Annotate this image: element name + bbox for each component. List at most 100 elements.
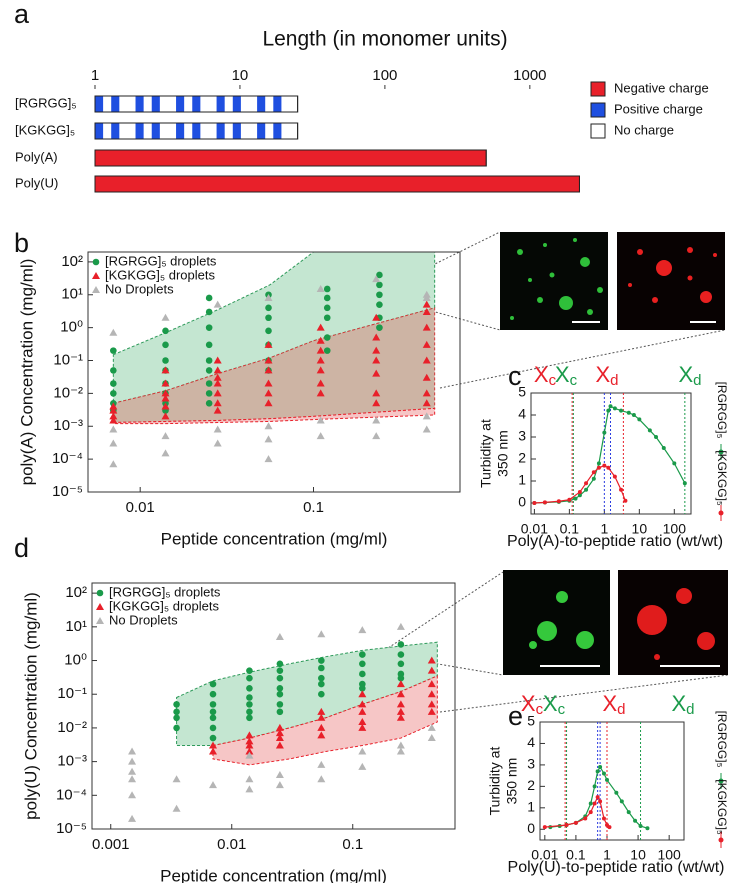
- panel-label: c: [508, 361, 522, 391]
- point: [109, 416, 118, 424]
- point: [645, 826, 650, 831]
- point: [162, 327, 169, 335]
- point: [542, 825, 547, 830]
- point: [372, 333, 381, 341]
- y-tick-label: 10⁻³: [53, 417, 83, 434]
- point: [173, 714, 180, 722]
- point: [619, 487, 624, 492]
- point: [162, 341, 169, 349]
- y-tick-label: 5: [527, 713, 535, 729]
- point: [246, 667, 253, 674]
- legend-marker: [92, 258, 100, 266]
- legend-label: [RGRGG]₅: [715, 382, 729, 439]
- y-tick-label: 10¹: [65, 618, 87, 635]
- droplets: [628, 247, 717, 303]
- point: [209, 741, 217, 749]
- y-axis-label: 350 nm: [504, 758, 520, 805]
- point: [205, 390, 213, 397]
- y-axis-label: Turbidity at: [478, 419, 494, 488]
- point: [213, 300, 222, 308]
- annotation-text: X: [521, 691, 536, 716]
- point: [542, 500, 547, 505]
- point: [205, 324, 213, 331]
- charge-cell: [176, 123, 185, 139]
- point: [264, 435, 273, 443]
- point: [614, 790, 619, 795]
- annotation-sub: c: [558, 701, 566, 718]
- point: [359, 684, 366, 692]
- point: [246, 674, 253, 682]
- point: [358, 723, 367, 731]
- point: [110, 367, 117, 374]
- phase-region: [112, 407, 436, 425]
- point: [376, 281, 383, 289]
- y-tick-label: 10²: [61, 253, 83, 270]
- connector: [377, 231, 501, 293]
- panel-label: a: [14, 0, 30, 29]
- point: [275, 734, 284, 742]
- y-tick-label: 3: [518, 428, 526, 444]
- point: [317, 760, 326, 768]
- point: [397, 660, 405, 668]
- point: [161, 394, 170, 402]
- annotation-text: X: [543, 691, 558, 716]
- point: [128, 757, 137, 765]
- point: [584, 487, 589, 492]
- legend-marker: [718, 449, 724, 455]
- x-tick-label: 0.1: [560, 521, 580, 537]
- point: [173, 724, 180, 732]
- point: [109, 439, 118, 447]
- point: [598, 765, 603, 770]
- point: [661, 446, 666, 450]
- point: [245, 747, 254, 755]
- legend-label: No Droplets: [105, 281, 174, 296]
- point: [396, 690, 405, 698]
- annotation: Xd: [678, 362, 701, 389]
- point: [264, 455, 273, 463]
- point: [205, 399, 213, 407]
- point: [245, 737, 254, 745]
- legend-label: [RGRGG]₅ droplets: [105, 253, 217, 268]
- point: [596, 461, 601, 466]
- x-tick-label: 100: [372, 67, 397, 84]
- point: [161, 366, 170, 374]
- y-axis-label: Turbidity at: [487, 747, 503, 816]
- point: [213, 356, 222, 364]
- point: [372, 369, 381, 377]
- category-label: [KGKGG]₅: [15, 122, 75, 137]
- point: [372, 275, 381, 283]
- point: [110, 390, 117, 397]
- point: [359, 670, 366, 678]
- point: [372, 416, 381, 424]
- y-tick-label: 10⁰: [64, 651, 87, 668]
- point: [396, 747, 405, 755]
- point: [358, 626, 367, 634]
- micrograph: [618, 570, 728, 675]
- point: [323, 334, 331, 341]
- point: [608, 404, 613, 409]
- x-axis-label: Peptide concentration (mg/ml): [161, 529, 388, 548]
- point: [654, 435, 659, 439]
- point: [128, 767, 137, 775]
- point: [205, 341, 213, 349]
- x-tick-label: 1: [91, 67, 99, 84]
- point: [109, 425, 118, 433]
- charge-cell: [273, 123, 282, 139]
- charge-cell: [257, 96, 266, 112]
- panel-label: e: [508, 701, 523, 731]
- point: [422, 425, 431, 433]
- charge-cell: [111, 123, 120, 139]
- point: [602, 430, 607, 435]
- point: [205, 357, 213, 364]
- point: [276, 674, 284, 682]
- annotation-text: X: [595, 362, 610, 387]
- point: [209, 708, 217, 716]
- point: [317, 723, 326, 731]
- legend-swatch: [590, 81, 606, 97]
- bar: [94, 175, 580, 193]
- point: [376, 271, 383, 279]
- point: [264, 379, 273, 387]
- point: [264, 366, 273, 374]
- charge-cell: [232, 96, 241, 112]
- point: [209, 690, 217, 698]
